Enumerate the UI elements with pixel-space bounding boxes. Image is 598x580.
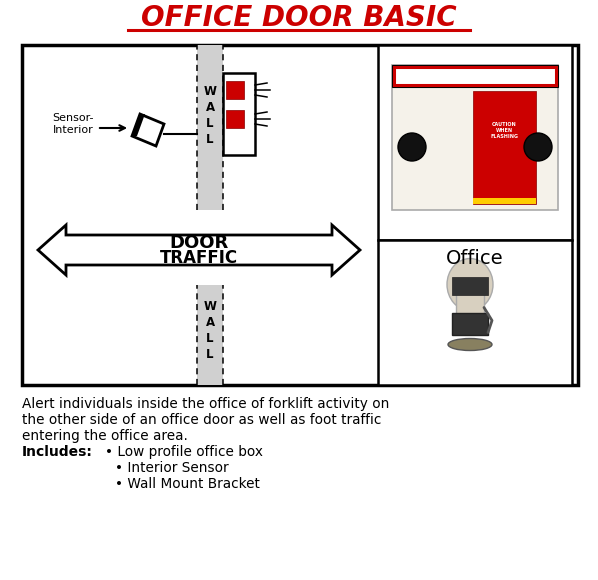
Bar [473, 198, 536, 204]
Circle shape [398, 133, 426, 161]
Bar [197, 45, 223, 210]
Bar [392, 65, 558, 87]
Bar [378, 240, 572, 385]
Ellipse shape [447, 259, 493, 310]
Polygon shape [132, 114, 145, 136]
Text: entering the office area.: entering the office area. [22, 429, 188, 443]
Bar [456, 285, 484, 314]
Text: • Interior Sensor: • Interior Sensor [115, 461, 228, 475]
Text: Alert individuals inside the office of forklift activity on: Alert individuals inside the office of f… [22, 397, 389, 411]
Text: Office: Office [446, 248, 504, 267]
Bar [378, 45, 572, 240]
Bar [226, 81, 244, 99]
Bar [394, 67, 556, 85]
Text: • Low profile office box: • Low profile office box [105, 445, 263, 459]
Ellipse shape [448, 339, 492, 350]
Text: OFFICE DOOR BASIC: OFFICE DOOR BASIC [141, 4, 457, 32]
Polygon shape [38, 225, 360, 275]
Text: • Wall Mount Bracket: • Wall Mount Bracket [115, 477, 260, 491]
Bar [197, 285, 223, 385]
Bar [226, 110, 244, 128]
Bar [452, 313, 488, 335]
Text: the other side of an office door as well as foot traffic: the other side of an office door as well… [22, 413, 382, 427]
Circle shape [524, 133, 552, 161]
Text: Includes:: Includes: [22, 445, 93, 459]
Text: DOOR: DOOR [169, 234, 228, 252]
Text: CAUTION
WHEN
FLASHING: CAUTION WHEN FLASHING [490, 122, 518, 139]
Bar [473, 91, 536, 204]
Bar [392, 65, 558, 210]
Text: W
A
L
L: W A L L [203, 85, 216, 146]
Polygon shape [132, 114, 164, 146]
Bar [223, 73, 255, 155]
Text: Sensor-
Interior: Sensor- Interior [53, 113, 94, 135]
Bar [22, 45, 578, 385]
Text: W
A
L
L: W A L L [203, 299, 216, 361]
Bar [452, 277, 488, 295]
Text: TRAFFIC: TRAFFIC [160, 249, 238, 267]
